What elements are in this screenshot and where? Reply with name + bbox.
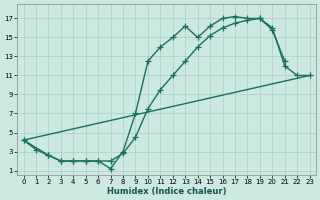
X-axis label: Humidex (Indice chaleur): Humidex (Indice chaleur) [107, 187, 226, 196]
